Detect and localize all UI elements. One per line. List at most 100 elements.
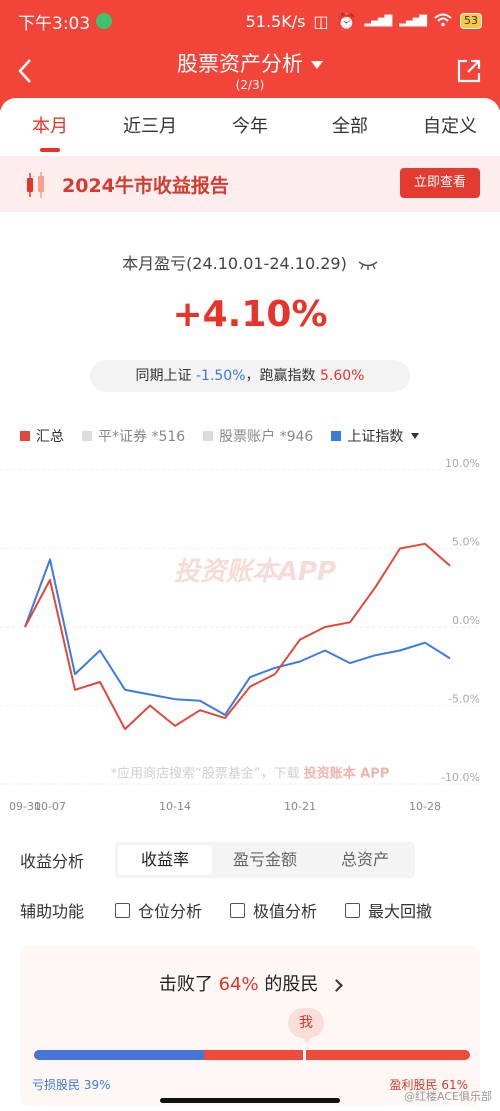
legend-label: 上证指数 <box>347 429 404 445</box>
eye-closed-icon[interactable] <box>358 260 378 270</box>
legend-swatch <box>82 431 92 441</box>
analysis-segmented-control: 收益率 盈亏金额 总资产 <box>115 842 415 878</box>
nav-bar: 股票资产分析 (2/3) <box>0 44 500 100</box>
legend-account-2[interactable]: 股票账户 *946 <box>203 426 313 446</box>
chart-footnote: *应用商店搜索“股票基金”，下载 投资账本 APP <box>111 766 390 782</box>
candlestick-icon <box>27 172 44 198</box>
y-tick-label: -10.0% <box>441 771 480 784</box>
x-tick-label: 10-21 <box>284 800 316 813</box>
dropdown-arrow-icon <box>311 61 323 69</box>
title-dropdown[interactable]: 股票资产分析 (2/3) <box>0 48 500 92</box>
banner-text: 2024牛市收益报告 <box>62 175 229 197</box>
analysis-label: 收益分析 <box>20 852 85 871</box>
tab-this-month[interactable]: 本月 <box>0 112 100 152</box>
back-icon[interactable] <box>14 56 38 86</box>
checkbox-box <box>345 902 361 918</box>
tab-all[interactable]: 全部 <box>332 116 368 137</box>
return-analysis-row: 收益分析 收益率 盈亏金额 总资产 <box>20 842 480 878</box>
max-drawdown-checkbox[interactable]: 最大回撤 <box>345 898 432 922</box>
page-subtitle: (2/3) <box>235 78 265 92</box>
view-now-button[interactable]: 立即查看 <box>400 168 480 198</box>
beat-title: 击败了 64% 的股民 <box>20 970 480 996</box>
loss-pct: 39% <box>83 1078 111 1092</box>
corner-watermark: @红楼ACE俱乐部 <box>404 1090 492 1103</box>
series-line-index <box>24 558 451 716</box>
share-icon[interactable] <box>456 58 482 84</box>
period-label: 本月盈亏(24.10.01-24.10.29) <box>0 250 500 274</box>
period-text: 本月盈亏(24.10.01-24.10.29) <box>122 254 347 273</box>
status-bar: 下午3:03 51.5K/s ◫ ⏰ ▂▄▆█ ▂▄▆█ 53 <box>18 8 482 34</box>
period-tabs: 本月 近三月 今年 全部 自定义 <box>0 112 500 152</box>
report-banner[interactable]: 2024牛市收益报告 立即查看 <box>0 156 500 212</box>
legend-account-1[interactable]: 平*证券 *516 <box>82 426 185 446</box>
compare-prefix: 同期上证 <box>135 368 192 384</box>
gain-label-text: 盈利股民 <box>389 1078 438 1092</box>
distribution-bar <box>34 1050 470 1060</box>
wifi-icon <box>434 12 452 31</box>
gain-label: 盈利股民 61% <box>389 1076 468 1093</box>
legend-label: 平*证券 *516 <box>98 429 186 445</box>
beat-investors-card[interactable]: 击败了 64% 的股民 我 亏损股民 39% 盈利股民 61% <box>20 946 480 1106</box>
beat-value: 5.60% <box>319 368 365 384</box>
main-card: 本月 近三月 今年 全部 自定义 2024牛市收益报告 立即查看 本月盈亏(24… <box>0 98 500 1111</box>
beat-suffix: 的股民 <box>264 974 319 995</box>
chart-watermark: 投资账本APP <box>174 557 336 587</box>
signal-2-icon: ▂▄▆█ <box>399 15 427 27</box>
x-tick-label: 09-30 <box>9 800 41 813</box>
index-comparison: 同期上证 -1.50%，跑赢指数 5.60% <box>90 360 410 392</box>
seg-profit-amount[interactable]: 盈亏金额 <box>232 850 297 869</box>
tab-custom[interactable]: 自定义 <box>423 116 477 137</box>
tab-three-months[interactable]: 近三月 <box>123 116 177 137</box>
page-title: 股票资产分析 <box>177 52 303 76</box>
position-analysis-checkbox[interactable]: 仓位分析 <box>115 898 202 922</box>
x-tick-label: 10-14 <box>159 800 191 813</box>
tab-this-year[interactable]: 今年 <box>232 116 268 137</box>
legend-total[interactable]: 汇总 <box>20 426 64 446</box>
seg-total-assets[interactable]: 总资产 <box>340 850 389 869</box>
aux-function-row: 辅助功能 仓位分析 极值分析 最大回撤 <box>20 898 480 922</box>
beat-percent: 64% <box>218 974 259 995</box>
loss-segment <box>34 1050 205 1060</box>
shield-icon <box>96 13 113 29</box>
y-tick-label: 5.0% <box>452 536 480 549</box>
checkbox-box <box>230 902 246 918</box>
chart-legend: 汇总 平*证券 *516 股票账户 *946 上证指数 <box>20 426 480 446</box>
extreme-analysis-checkbox[interactable]: 极值分析 <box>230 898 317 922</box>
legend-label: 汇总 <box>36 429 64 445</box>
network-speed: 51.5K/s <box>245 11 306 31</box>
home-indicator[interactable] <box>160 1098 340 1103</box>
profit-percent: +4.10% <box>172 294 328 335</box>
legend-swatch <box>331 431 342 441</box>
seg-return-rate[interactable]: 收益率 <box>118 845 212 875</box>
checkbox-label: 仓位分析 <box>138 902 203 921</box>
beat-prefix: 击败了 <box>158 974 213 995</box>
chart-footnote-brand: 投资账本 APP <box>304 766 390 782</box>
aux-label: 辅助功能 <box>20 902 85 921</box>
y-tick-label: -5.0% <box>448 693 480 706</box>
x-tick-label: 10-07 <box>34 800 66 813</box>
loss-label: 亏损股民 39% <box>32 1076 111 1093</box>
me-marker: 我 <box>288 1008 324 1043</box>
legend-label: 股票账户 *946 <box>219 429 314 445</box>
chevron-right-icon <box>330 978 343 992</box>
x-tick-label: 10-28 <box>409 800 441 813</box>
checkbox-label: 最大回撤 <box>368 902 433 921</box>
alarm-icon: ⏰ <box>336 11 357 31</box>
series-line-total <box>24 542 451 731</box>
checkbox-box <box>115 902 130 918</box>
caret-down-icon <box>411 433 420 439</box>
compare-mid: ，跑赢指数 <box>245 368 316 384</box>
legend-swatch <box>20 431 30 441</box>
status-time: 下午3:03 <box>18 13 91 34</box>
y-tick-label: 10.0% <box>445 458 480 470</box>
loss-label-text: 亏损股民 <box>32 1078 81 1092</box>
signal-icon: ▂▄▆█ <box>364 15 392 27</box>
battery-icon: 53 <box>460 13 482 29</box>
index-value: -1.50% <box>195 368 246 384</box>
y-tick-label: 0.0% <box>452 614 480 627</box>
header: 下午3:03 51.5K/s ◫ ⏰ ▂▄▆█ ▂▄▆█ 53 股票资产分析 (… <box>0 0 500 110</box>
return-chart[interactable]: 10.0% 5.0% 0.0% -5.0% -10.0% 投资账本APP *应用商店搜索“股… <box>0 458 500 818</box>
legend-index[interactable]: 上证指数 <box>331 426 420 446</box>
position-marker <box>303 1044 306 1066</box>
legend-swatch <box>203 431 214 441</box>
